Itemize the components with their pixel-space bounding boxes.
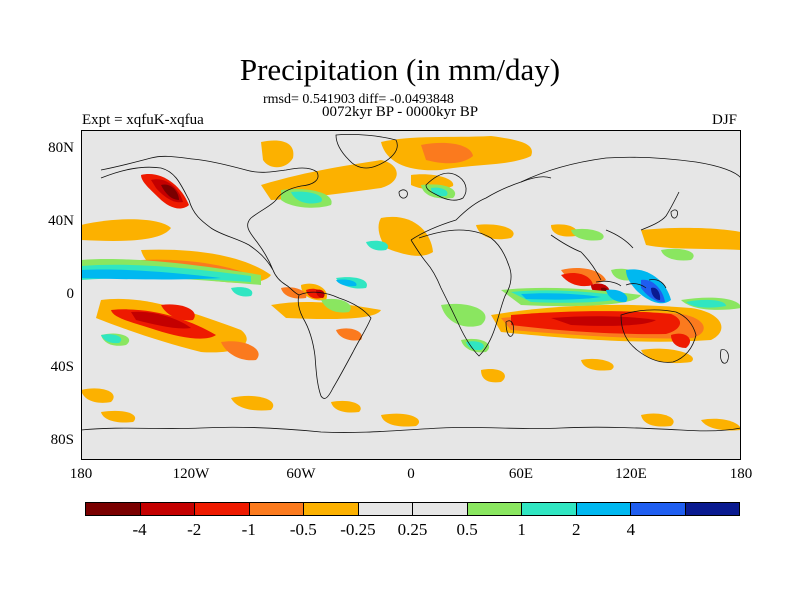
colorbar-label: -0.25 (340, 520, 376, 539)
colorbar-swatch (304, 503, 359, 515)
colorbar-swatch (522, 503, 577, 515)
colorbar-swatch (195, 503, 250, 515)
colorbar (85, 502, 740, 516)
colorbar-swatch (467, 503, 522, 515)
y-tick-40s: 40S (50, 359, 74, 375)
y-tick-0: 0 (66, 286, 75, 302)
x-tick-120e: 120E (615, 466, 647, 482)
colorbar-swatch (576, 503, 631, 515)
season-label: DJF (712, 112, 738, 128)
colorbar-label: -0.5 (289, 520, 317, 539)
colorbar-swatch (140, 503, 195, 515)
x-tick-180e: 180 (729, 466, 753, 482)
colorbar-swatch (358, 503, 413, 515)
colorbar-label: -4 (132, 520, 147, 539)
experiment-label: Expt = xqfuK-xqfua (82, 112, 204, 128)
rmsd-diff-label: rmsd= 0.541903 diff= -0.0493848 (263, 92, 454, 107)
colorbar-label: 1 (517, 520, 526, 539)
colorbar-swatch (631, 503, 686, 515)
y-tick-80s: 80S (50, 432, 74, 448)
period-label: 0072kyr BP - 0000kyr BP (322, 104, 479, 120)
map-frame (81, 130, 741, 460)
wet-anomaly-extreme (651, 287, 661, 300)
colorbar-label: -1 (241, 520, 256, 539)
x-tick-60w: 60W (286, 466, 316, 482)
colorbar-swatch (413, 503, 468, 515)
x-tick-180w: 180 (69, 466, 93, 482)
colorbar-label: 4 (626, 520, 636, 539)
x-tick-0: 0 (407, 466, 415, 482)
precipitation-map (81, 130, 741, 460)
coastlines (81, 133, 741, 433)
y-tick-80n: 80N (48, 140, 74, 156)
page-title: Precipitation (in mm/day) (239, 52, 561, 87)
colorbar-swatch (685, 503, 739, 515)
colorbar-swatch (86, 503, 141, 515)
colorbar-label: 0.25 (397, 520, 428, 539)
x-tick-120w: 120W (172, 466, 210, 482)
colorbar-label: 0.5 (456, 520, 478, 539)
colorbar-label: 2 (572, 520, 581, 539)
colorbar-swatch (249, 503, 304, 515)
x-tick-60e: 60E (508, 466, 534, 482)
colorbar-label: -2 (187, 520, 202, 539)
y-tick-40n: 40N (48, 213, 74, 229)
